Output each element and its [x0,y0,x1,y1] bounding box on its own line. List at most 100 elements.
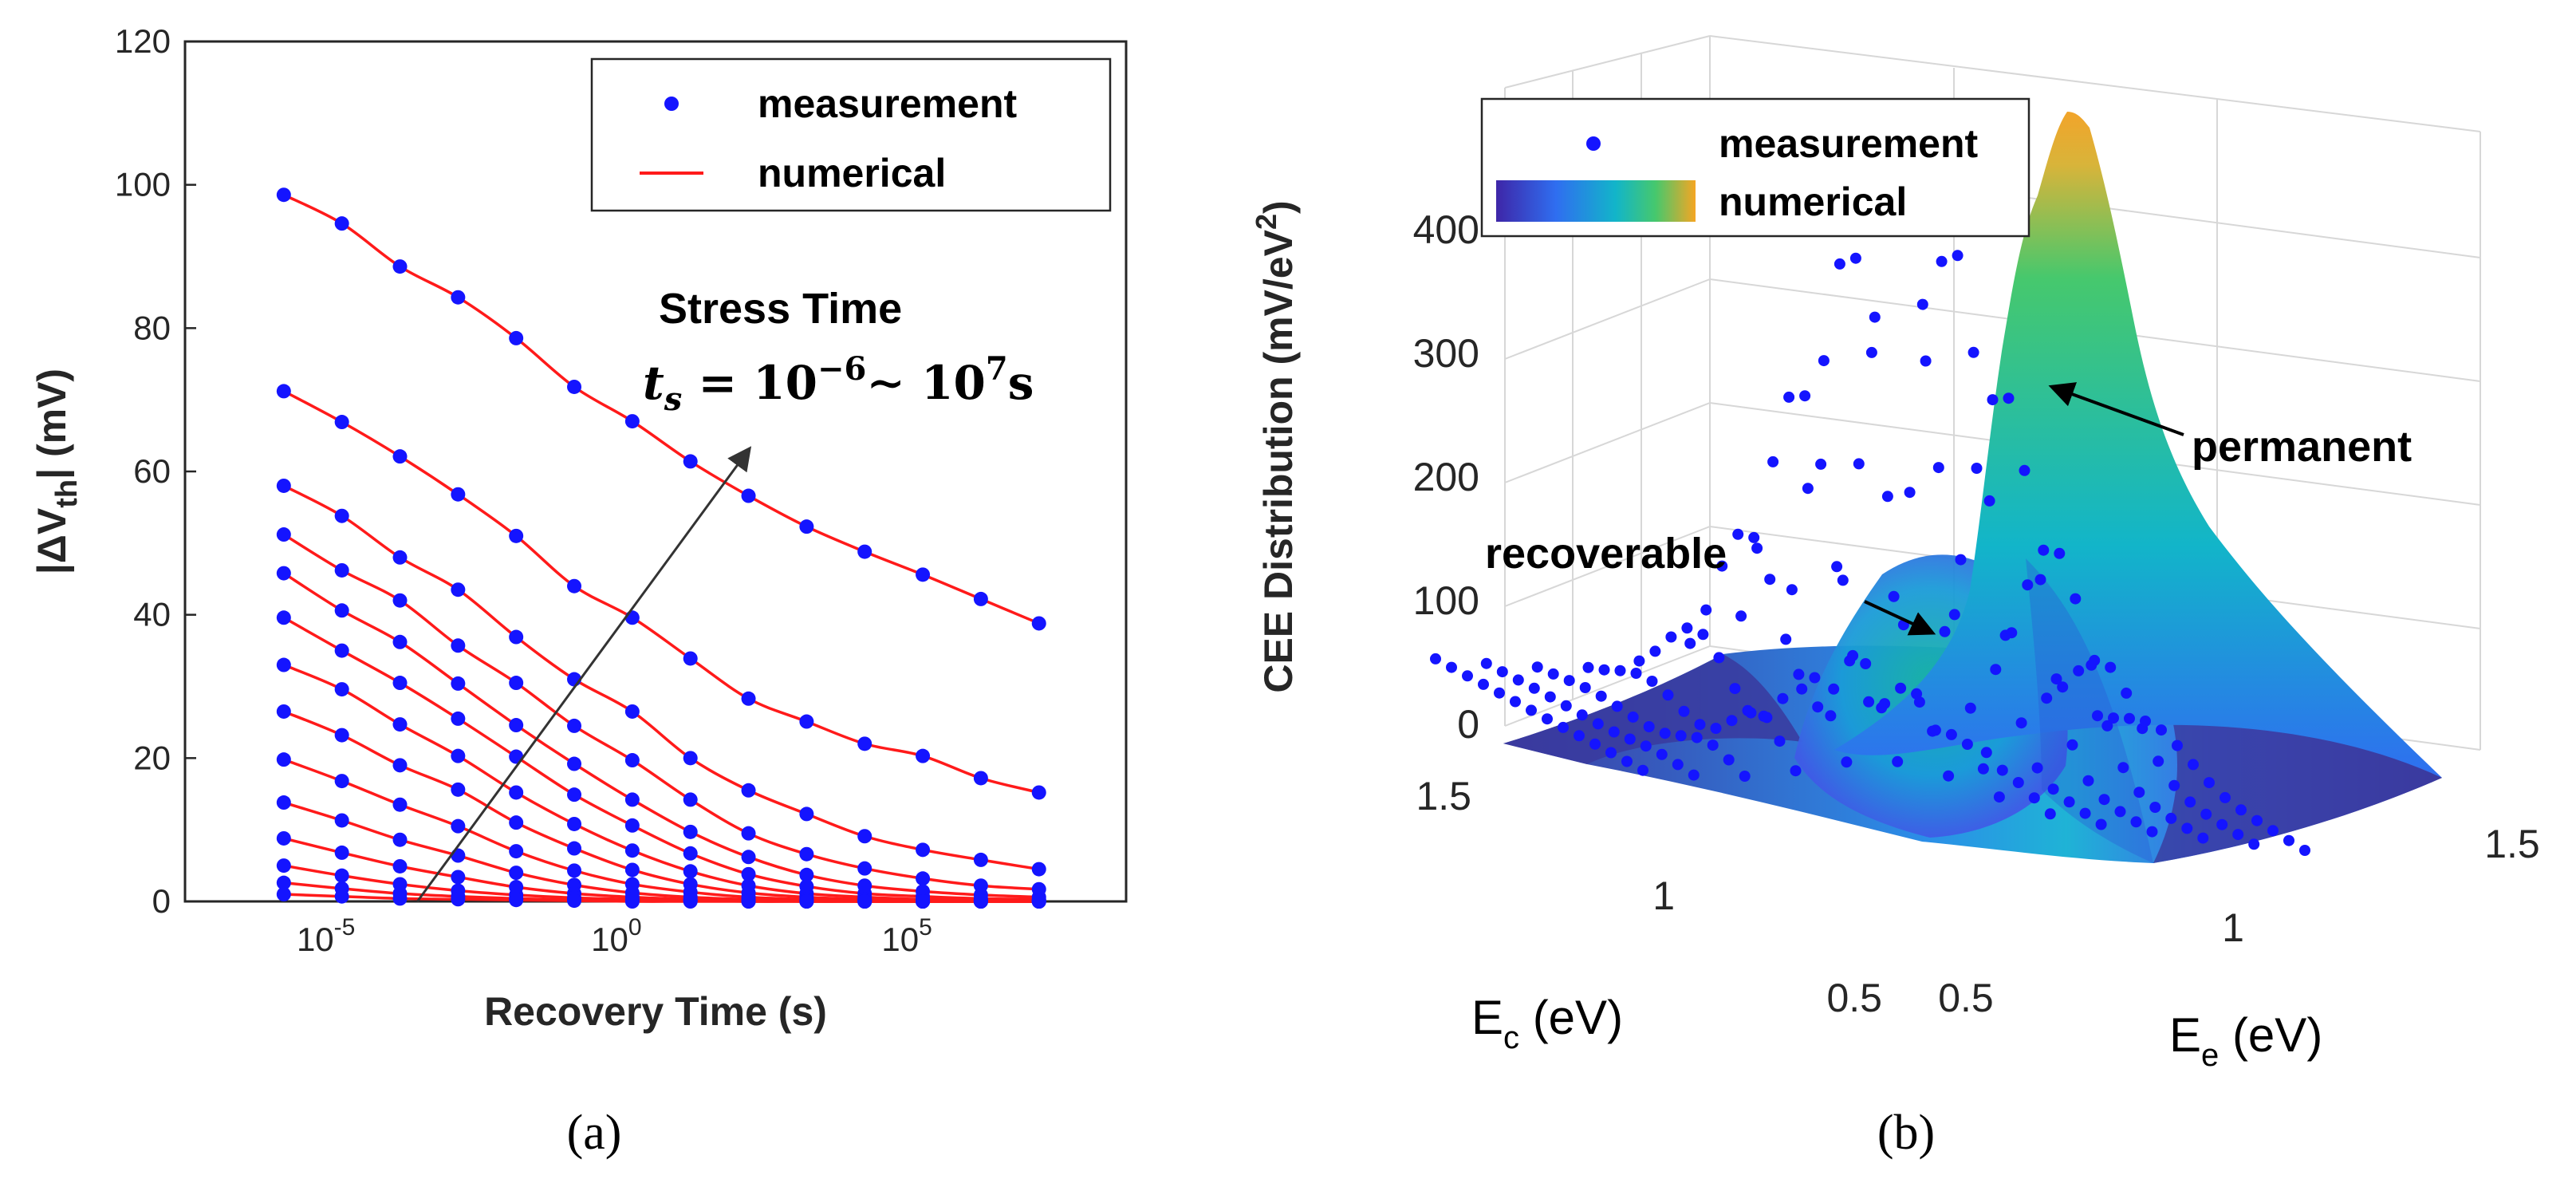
surface-point [1869,311,1881,323]
surface-point [2248,838,2260,850]
surface-point [1684,637,1696,649]
surface-point [1796,683,1808,695]
ec-tick-label: 1 [1652,873,1675,918]
measurement-point [451,818,466,834]
surface-point [1780,633,1792,645]
measurement-point [392,832,408,847]
measurement-point [973,852,988,867]
measurement-point [276,610,291,625]
measurement-point [451,848,466,863]
surface-point [2022,579,2034,591]
surface-point [2034,574,2046,586]
surface-point [2038,544,2050,556]
x-tick-label: 100 [591,914,641,958]
surface-point [1510,696,1521,708]
measurement-point [916,842,931,858]
surface-point [2003,392,2015,404]
surface-point [1739,771,1751,782]
surface-point [2082,775,2094,787]
measurement-point [276,566,291,581]
measurement-point [276,527,291,542]
surface-point [2232,829,2244,841]
measurement-point [567,756,582,771]
surface-point [1745,707,1757,719]
caption-a: (a) [567,1106,622,1160]
x-tick-label: 10-5 [297,914,355,958]
measurement-point [741,894,756,909]
surface-point [1547,668,1559,680]
surface-point [1694,719,1706,731]
surface-point [1983,495,1995,507]
legend-marker-measurement [664,97,679,111]
surface-point [1496,666,1508,678]
surface-point [2172,739,2183,751]
measurement-point [973,591,988,606]
surface-point [2101,720,2113,732]
measurement-point [392,259,408,274]
surface-point [1809,672,1821,684]
surface-point [1563,675,1575,687]
measurement-point [567,816,582,831]
surface-point [1560,700,1572,712]
surface-point [1640,740,1652,752]
ee-axis-b: 0.5 1 1.5 [1938,822,2540,1020]
surface-permanent-peak [1834,112,2442,778]
surface-point [2188,759,2199,771]
surface-point [1716,560,1728,572]
measurement-point [683,454,698,469]
surface-point [2114,806,2126,818]
measurement-point [916,894,931,909]
measurement-point [334,216,349,231]
measurement-point [683,846,698,861]
surface-point [2098,794,2110,806]
surface-point [2181,822,2193,834]
measurement-point [392,797,408,812]
surface-point [1656,748,1668,760]
y-tick-label: 120 [115,22,171,60]
measurement-point [276,384,291,399]
measurement-point [624,610,640,625]
surface-point [1598,664,1610,676]
measurement-point [276,752,291,767]
surface-point [1700,604,1712,616]
measurement-point [334,728,349,743]
measurement-point [1031,785,1046,800]
measurement-point [509,815,524,830]
surface-point [1828,683,1840,695]
surface-point [1633,655,1645,667]
surface-point [1748,531,1760,543]
measurement-point [624,704,640,719]
surface-point [1971,463,1983,474]
measurement-point [857,544,872,559]
measurement-point [334,562,349,578]
surface-point [1939,625,1951,637]
measurement-point [916,748,931,763]
surface-point [1621,755,1633,767]
y-tick-label: 60 [133,452,171,490]
measurement-point [451,782,466,797]
surface-point [2133,787,2145,799]
ee-tick-label: 1.5 [2484,822,2540,866]
measurement-point [683,864,698,879]
z-tick-label: 200 [1413,455,1479,499]
measurement-point [799,714,814,729]
surface-point [1895,682,1907,694]
surface-point [1528,682,1540,694]
surface-point [1723,754,1735,766]
surface-point [2054,547,2066,559]
measurement-point [916,871,931,886]
measurement-points [276,187,1046,909]
surface-point [1691,732,1703,743]
legend-label-measurement: measurement [758,81,1017,126]
surface-point [1675,730,1687,742]
surface-point [2006,627,2018,639]
surface-point [1643,721,1655,732]
surface-point [1948,609,1960,621]
surface-point [2251,814,2263,826]
measurement-point [334,889,349,904]
surface-point [2047,783,2059,795]
surface-point [1430,653,1441,664]
surface-point [1697,629,1709,641]
legend-b: measurement numerical [1480,97,2030,238]
